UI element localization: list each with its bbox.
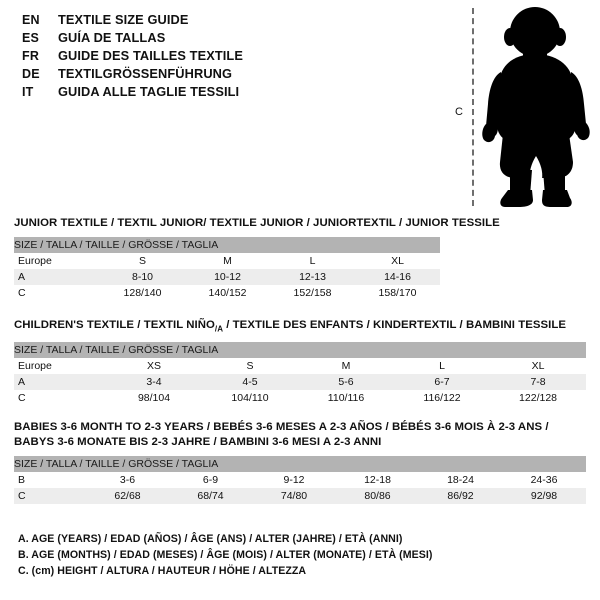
section-title-line2: BABYS 3-6 MONATE BIS 2-3 JAHRE / BAMBINI… (14, 436, 382, 448)
row-value: 140/152 (185, 285, 270, 301)
row-label: C (14, 488, 86, 504)
row-label: A (14, 374, 106, 391)
section-childrens-textile: CHILDREN'S TEXTILE / TEXTIL NIÑO/A / TEX… (14, 318, 587, 407)
row-value: L (270, 253, 355, 269)
language-code: DE (22, 67, 40, 81)
row-value: 12-18 (336, 472, 419, 488)
legend-line-c: C. (cm) HEIGHT / ALTURA / HAUTEUR / HÖHE… (18, 565, 307, 577)
junior-size-table: SIZE / TALLA / TAILLE / GRÖSSE / TAGLIA … (14, 237, 441, 301)
section-title-part: CHILDREN'S TEXTILE / TEXTIL NIÑO (14, 319, 215, 331)
row-value: S (100, 253, 185, 269)
row-value: 98/104 (106, 390, 202, 407)
row-label: Europe (14, 358, 106, 375)
language-row: ES GUÍA DE TALLAS (22, 30, 442, 48)
row-value: 9-12 (252, 472, 336, 488)
table-row: C 128/140 140/152 152/158 158/170 (14, 285, 441, 301)
language-code: EN (22, 13, 40, 27)
legend-block: A. AGE (YEARS) / EDAD (AÑOS) / ÂGE (ANS)… (18, 531, 538, 579)
language-code: IT (22, 85, 34, 99)
row-value: 6-7 (394, 374, 490, 391)
row-value: 86/92 (419, 488, 502, 504)
row-value: S (202, 358, 298, 375)
table-band-row: SIZE / TALLA / TAILLE / GRÖSSE / TAGLIA (14, 456, 587, 472)
language-title: GUIDA ALLE TAGLIE TESSILI (58, 84, 240, 99)
size-band-label: SIZE / TALLA / TAILLE / GRÖSSE / TAGLIA (14, 237, 441, 253)
section-junior-textile: JUNIOR TEXTILE / TEXTIL JUNIOR/ TEXTILE … (14, 216, 500, 301)
table-row: B 3-6 6-9 9-12 12-18 18-24 24-36 (14, 472, 587, 488)
row-label: Europe (14, 253, 100, 269)
language-title: TEXTILE SIZE GUIDE (58, 12, 189, 27)
row-value: 3-4 (106, 374, 202, 391)
row-value: 4-5 (202, 374, 298, 391)
row-value: XL (355, 253, 441, 269)
height-guide-dashed-line (472, 8, 474, 206)
children-size-table: SIZE / TALLA / TAILLE / GRÖSSE / TAGLIA … (14, 342, 587, 407)
language-header-block: EN TEXTILE SIZE GUIDE ES GUÍA DE TALLAS … (22, 12, 442, 102)
section-title-subscript: /A (214, 324, 224, 334)
row-value: 5-6 (298, 374, 394, 391)
row-value: M (298, 358, 394, 375)
legend-line-b: B. AGE (MONTHS) / EDAD (MESES) / ÂGE (MO… (18, 549, 433, 561)
row-value: 24-36 (502, 472, 587, 488)
language-row: FR GUIDE DES TAILLES TEXTILE (22, 48, 442, 66)
section-title-part: / TEXTILE DES ENFANTS / KINDERTEXTIL / B… (223, 319, 567, 331)
row-value: 122/128 (490, 390, 587, 407)
row-value: 74/80 (252, 488, 336, 504)
row-value: 10-12 (185, 269, 270, 285)
section-title-line1: BABIES 3-6 MONTH TO 2-3 YEARS / BEBÉS 3-… (14, 421, 549, 433)
language-title: GUÍA DE TALLAS (58, 30, 166, 45)
section-babies-textile: BABIES 3-6 MONTH TO 2-3 YEARS / BEBÉS 3-… (14, 420, 587, 504)
legend-line-a: A. AGE (YEARS) / EDAD (AÑOS) / ÂGE (ANS)… (18, 533, 403, 545)
table-row: A 8-10 10-12 12-13 14-16 (14, 269, 441, 285)
row-label: C (14, 390, 106, 407)
table-row: A 3-4 4-5 5-6 6-7 7-8 (14, 374, 587, 391)
row-label: B (14, 472, 86, 488)
language-code: FR (22, 49, 40, 63)
language-title: GUIDE DES TAILLES TEXTILE (58, 48, 243, 63)
row-value: 6-9 (169, 472, 252, 488)
row-value: 62/68 (86, 488, 169, 504)
row-value: 158/170 (355, 285, 441, 301)
section-title: CHILDREN'S TEXTILE / TEXTIL NIÑO/A / TEX… (14, 318, 586, 336)
babies-size-table: SIZE / TALLA / TAILLE / GRÖSSE / TAGLIA … (14, 456, 587, 504)
row-value: 110/116 (298, 390, 394, 407)
language-row: IT GUIDA ALLE TAGLIE TESSILI (22, 84, 442, 102)
row-value: 8-10 (100, 269, 185, 285)
table-row: Europe XS S M L XL (14, 358, 587, 375)
row-value: 116/122 (394, 390, 490, 407)
size-band-label: SIZE / TALLA / TAILLE / GRÖSSE / TAGLIA (14, 456, 587, 472)
table-row: Europe S M L XL (14, 253, 441, 269)
measurement-figure: C (455, 0, 600, 215)
section-title: JUNIOR TEXTILE / TEXTIL JUNIOR/ TEXTILE … (14, 217, 500, 229)
table-band-row: SIZE / TALLA / TAILLE / GRÖSSE / TAGLIA (14, 237, 441, 253)
language-row: EN TEXTILE SIZE GUIDE (22, 12, 442, 30)
row-value: 128/140 (100, 285, 185, 301)
table-row: C 98/104 104/110 110/116 116/122 122/128 (14, 390, 587, 407)
row-value: 92/98 (502, 488, 587, 504)
size-band-label: SIZE / TALLA / TAILLE / GRÖSSE / TAGLIA (14, 342, 587, 359)
height-guide-label: C (455, 106, 463, 118)
row-value: XL (490, 358, 587, 375)
row-value: 3-6 (86, 472, 169, 488)
table-row: C 62/68 68/74 74/80 80/86 86/92 92/98 (14, 488, 587, 504)
toddler-silhouette-icon (482, 7, 590, 207)
row-value: L (394, 358, 490, 375)
row-value: XS (106, 358, 202, 375)
language-code: ES (22, 31, 40, 45)
row-value: 152/158 (270, 285, 355, 301)
table-band-row: SIZE / TALLA / TAILLE / GRÖSSE / TAGLIA (14, 342, 587, 359)
row-value: 80/86 (336, 488, 419, 504)
row-label: A (14, 269, 100, 285)
row-value: M (185, 253, 270, 269)
row-value: 68/74 (169, 488, 252, 504)
row-value: 18-24 (419, 472, 502, 488)
row-value: 12-13 (270, 269, 355, 285)
row-value: 14-16 (355, 269, 441, 285)
row-value: 7-8 (490, 374, 587, 391)
row-label: C (14, 285, 100, 301)
language-row: DE TEXTILGRÖSSENFÜHRUNG (22, 66, 442, 84)
row-value: 104/110 (202, 390, 298, 407)
language-title: TEXTILGRÖSSENFÜHRUNG (58, 66, 233, 81)
